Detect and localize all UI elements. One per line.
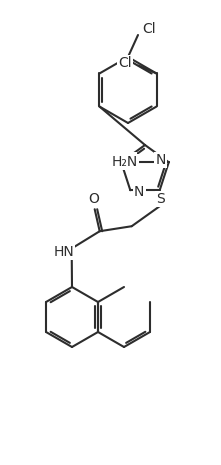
Text: N: N	[134, 185, 145, 199]
Text: S: S	[156, 192, 165, 206]
Text: Cl: Cl	[142, 22, 156, 36]
Text: N: N	[125, 153, 135, 167]
Text: O: O	[88, 192, 99, 206]
Text: Cl: Cl	[118, 57, 131, 71]
Text: N: N	[156, 153, 166, 167]
Text: H₂N: H₂N	[112, 155, 138, 169]
Text: HN: HN	[53, 245, 74, 259]
